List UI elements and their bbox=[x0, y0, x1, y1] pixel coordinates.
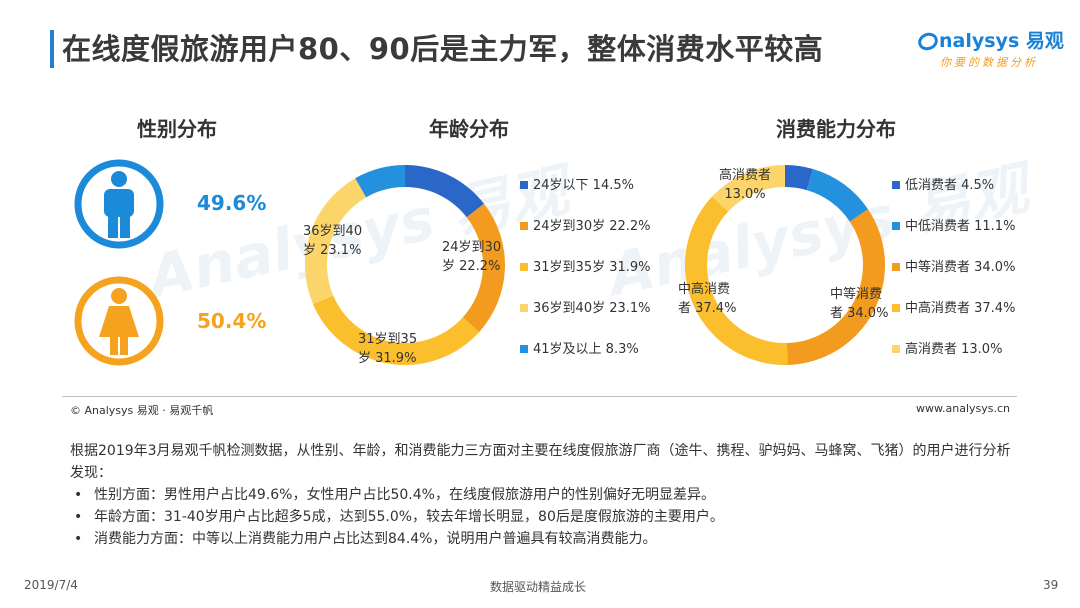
legend-item-1-0: 低消费者 4.5% bbox=[892, 178, 994, 194]
male-percentage: 49.6% bbox=[197, 191, 267, 215]
legend-item-0-1: 24岁到30岁 22.2% bbox=[520, 219, 651, 235]
legend-item-0-4: 41岁及以上 8.3% bbox=[520, 342, 639, 358]
donut-slice-0-4 bbox=[355, 165, 405, 198]
legend-swatch bbox=[520, 344, 528, 353]
donut-slice-1-4 bbox=[712, 165, 785, 212]
donut-slice-0-1 bbox=[462, 203, 505, 333]
title-accent-bar bbox=[50, 30, 54, 68]
cons-data-label-mid: 中等消费者 34.0% bbox=[830, 287, 889, 321]
analysis-bullet: • 消费能力方面：中等以上消费能力用户占比达到84.4%，说明用户普遍具有较高消费… bbox=[74, 531, 657, 547]
donut-slice-0-2 bbox=[312, 295, 480, 365]
consumption-chart-title: 消费能力分布 bbox=[776, 117, 896, 141]
legend-swatch bbox=[892, 180, 900, 189]
male-person-icon bbox=[73, 158, 165, 250]
legend-label: 低消费者 4.5% bbox=[905, 178, 995, 193]
legend-label: 41岁及以上 8.3% bbox=[533, 342, 639, 357]
legend-swatch bbox=[892, 221, 900, 230]
website-link[interactable]: www.analysys.cn bbox=[916, 402, 1010, 415]
legend-label: 高消费者 13.0% bbox=[905, 342, 1003, 357]
legend-label: 31岁到35岁 31.9% bbox=[533, 260, 651, 275]
consumption-donut-chart bbox=[685, 165, 885, 365]
logo-brand-text: nalysys bbox=[939, 30, 1020, 52]
gender-title: 性别分布 bbox=[137, 117, 217, 141]
donut-slice-1-1 bbox=[806, 168, 869, 222]
legend-label: 中等消费者 34.0% bbox=[905, 260, 1016, 275]
legend-item-0-0: 24岁以下 14.5% bbox=[520, 178, 634, 194]
age-donut-chart bbox=[305, 165, 505, 365]
donut-slice-0-3 bbox=[305, 178, 367, 305]
cons-data-label-high: 高消费者 13.0% bbox=[719, 168, 772, 202]
legend-swatch bbox=[520, 262, 528, 271]
legend-item-1-4: 高消费者 13.0% bbox=[892, 342, 1002, 358]
legend-label: 中高消费者 37.4% bbox=[905, 301, 1016, 316]
source-divider bbox=[62, 396, 1017, 397]
legend-label: 24岁到30岁 22.2% bbox=[533, 219, 651, 234]
legend-item-1-2: 中等消费者 34.0% bbox=[892, 260, 1015, 276]
logo-ring-icon bbox=[915, 30, 941, 53]
brand-logo: nalysys 易观 你要的数据分析 bbox=[915, 26, 1068, 70]
legend-swatch bbox=[520, 221, 528, 230]
donut-slice-1-3 bbox=[685, 196, 788, 365]
copyright-text: © Analysys 易观 · 易观千帆 bbox=[70, 404, 214, 417]
legend-item-1-3: 中高消费者 37.4% bbox=[892, 301, 1015, 317]
logo-cn-text: 易观 bbox=[1025, 30, 1064, 52]
age-chart-title: 年龄分布 bbox=[429, 117, 509, 141]
slide-slogan: 数据驱动精益成长 bbox=[490, 580, 587, 594]
consumption-legend: 低消费者 4.5% 中低消费者 11.1% 中等消费者 34.0% 中高消费者 37.… bbox=[892, 178, 1052, 368]
donut-slice-1-0 bbox=[785, 165, 813, 191]
legend-label: 24岁以下 14.5% bbox=[533, 178, 634, 193]
analysis-bullet: • 年龄方面：31-40岁用户占比超多5成，达到55.0%，较去年增长明显，80后… bbox=[74, 509, 724, 525]
page-number: 39 bbox=[1043, 578, 1059, 592]
age-legend: 24岁以下 14.5% 24岁到30岁 22.2% 31岁到35岁 31.9% 36岁… bbox=[520, 178, 680, 368]
legend-swatch bbox=[520, 303, 528, 312]
slide-date: 2019/7/4 bbox=[24, 578, 78, 592]
analysis-intro: 根据2019年3月易观千帆检测数据，从性别、年龄，和消费能力三方面对主要在线度假… bbox=[70, 443, 1011, 481]
female-person-icon bbox=[73, 275, 165, 367]
legend-label: 中低消费者 11.1% bbox=[905, 219, 1016, 234]
legend-swatch bbox=[892, 262, 900, 271]
age-data-label-36-40: 36岁到40 岁 23.1% bbox=[303, 224, 363, 258]
legend-swatch bbox=[892, 344, 900, 353]
logo-slogan: 你要的数据分析 bbox=[940, 56, 1038, 69]
page-title: 在线度假旅游用户80、90后是主力军，整体消费水平较高 bbox=[62, 32, 824, 66]
legend-swatch bbox=[520, 180, 528, 189]
legend-label: 36岁到40岁 23.1% bbox=[533, 301, 651, 316]
female-percentage: 50.4% bbox=[197, 309, 267, 333]
age-data-label-31-35: 31岁到35 岁 31.9% bbox=[358, 332, 418, 366]
donut-slice-1-2 bbox=[786, 209, 885, 365]
legend-item-0-2: 31岁到35岁 31.9% bbox=[520, 260, 651, 276]
legend-item-1-1: 中低消费者 11.1% bbox=[892, 219, 1015, 235]
analysis-block: 根据2019年3月易观千帆检测数据，从性别、年龄，和消费能力三方面对主要在线度假… bbox=[70, 440, 1020, 550]
cons-data-label-mid-high: 中高消费者 37.4% bbox=[678, 282, 737, 316]
donut-slice-0-0 bbox=[405, 165, 485, 218]
legend-item-0-3: 36岁到40岁 23.1% bbox=[520, 301, 651, 317]
analysis-bullet: • 性别方面：男性用户占比49.6%，女性用户占比50.4%，在线度假旅游用户的性… bbox=[74, 487, 715, 503]
legend-swatch bbox=[892, 303, 900, 312]
age-data-label-24-30: 24岁到30 岁 22.2% bbox=[442, 240, 502, 274]
